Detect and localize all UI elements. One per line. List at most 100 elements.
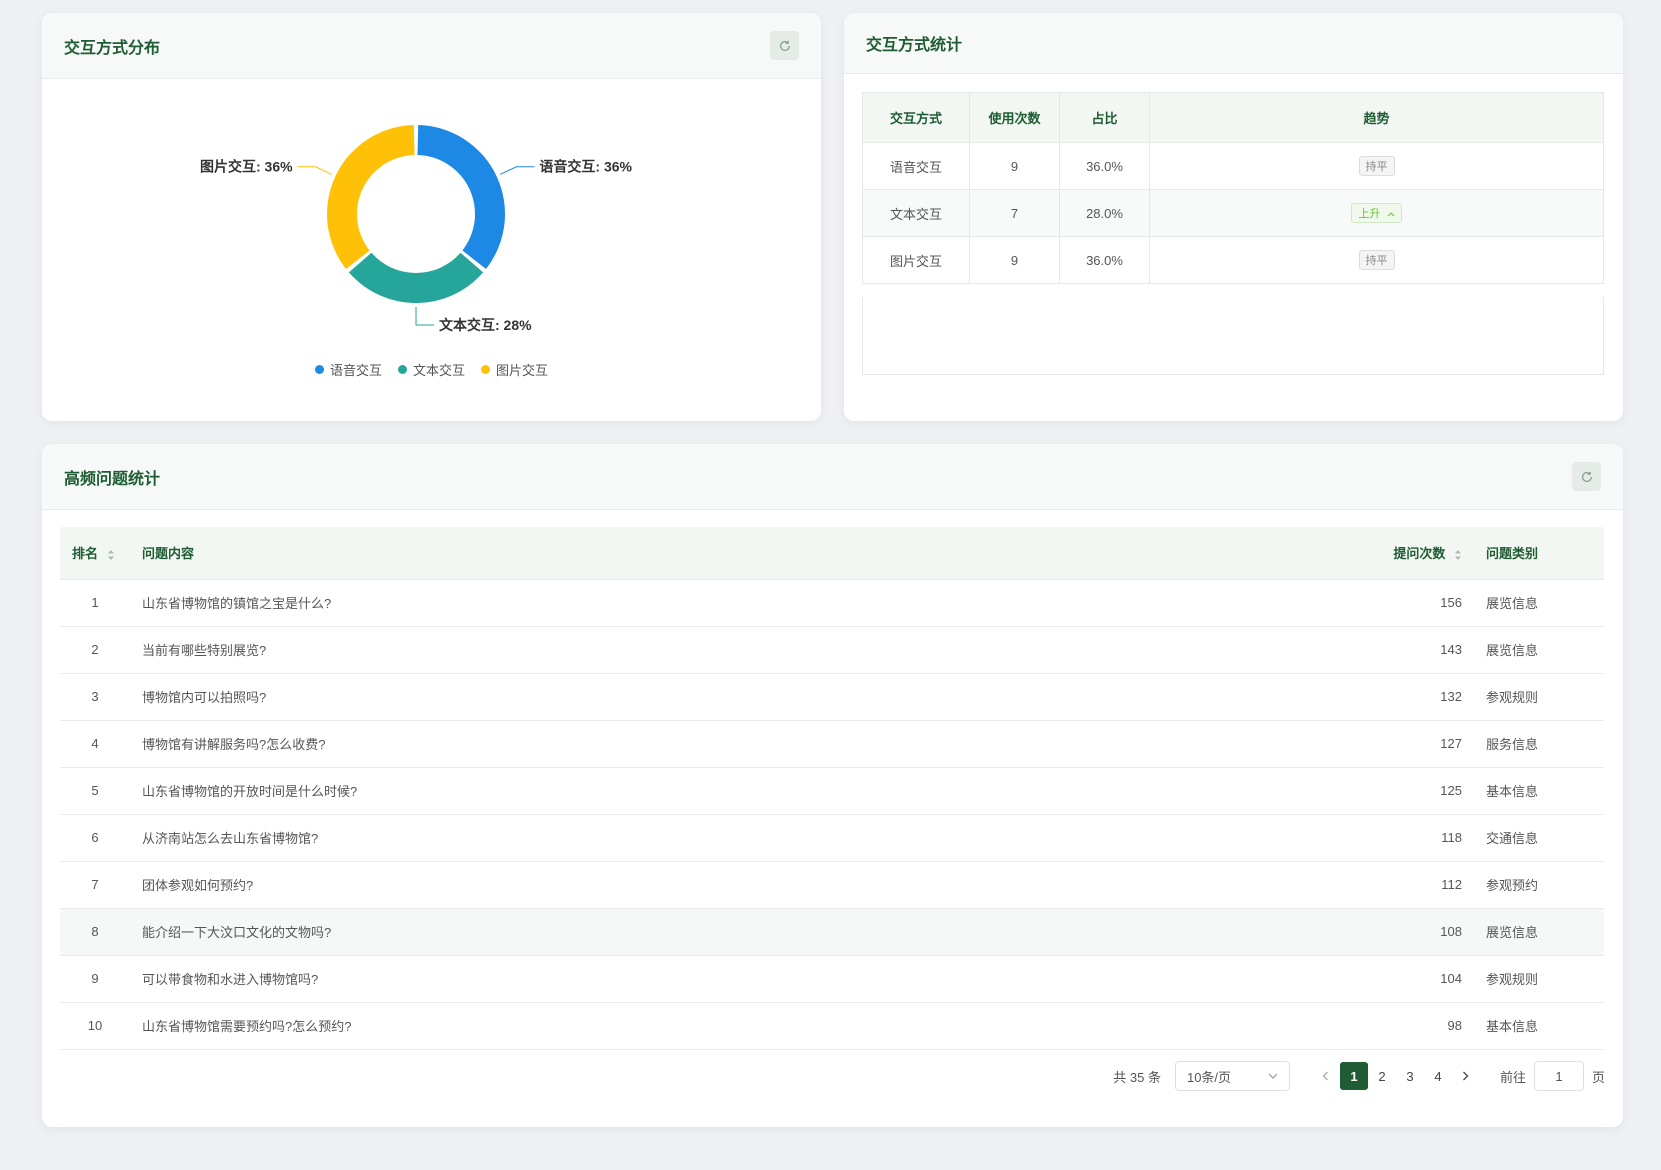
legend-dot [314, 365, 324, 374]
stats-table: 交互方式 使用次数 占比 趋势 语音交互 9 36.0% 持平 文本交互 7 28.0% 上升… [862, 92, 1604, 284]
col-ask-count[interactable]: 提问次数 [1334, 527, 1474, 580]
col-ask-count-label: 提问次数 [1393, 546, 1446, 562]
chevron-right-icon [1463, 1071, 1469, 1081]
distribution-refresh-button[interactable] [770, 31, 799, 60]
table-row[interactable]: 4 博物馆有讲解服务吗?怎么收费? 127 服务信息 [60, 720, 1604, 768]
ask-count-cell: 118 [1334, 814, 1474, 862]
stats-trend: 上升 [1149, 189, 1604, 237]
sort-icon[interactable] [1454, 549, 1462, 561]
question-cell: 能介绍一下大汶口文化的文物吗? [130, 908, 1334, 956]
table-row[interactable]: 7 团体参观如何预约? 112 参观预约 [60, 861, 1604, 909]
page-3-button[interactable]: 3 [1406, 1068, 1414, 1084]
arrow-up-icon [1387, 211, 1394, 216]
category-cell: 参观规则 [1474, 955, 1604, 1003]
table-row[interactable]: 5 山东省博物馆的开放时间是什么时候? 125 基本信息 [60, 767, 1604, 815]
refresh-icon [779, 40, 790, 51]
rank-cell: 10 [60, 1002, 130, 1050]
legend-label: 语音交互 [329, 363, 382, 378]
question-cell: 博物馆有讲解服务吗?怎么收费? [130, 720, 1334, 768]
legend-item[interactable]: 语音交互 [314, 360, 382, 379]
legend-dot [481, 365, 490, 374]
legend-item[interactable]: 图片交互 [481, 360, 548, 379]
category-cell: 参观规则 [1474, 673, 1604, 721]
category-cell: 参观预约 [1474, 861, 1604, 909]
table-row[interactable]: 3 博物馆内可以拍照吗? 132 参观规则 [60, 673, 1604, 721]
stats-trend: 持平 [1149, 236, 1604, 284]
distribution-card-header: 交互方式分布 [42, 13, 821, 79]
col-trend: 趋势 [1149, 92, 1604, 143]
table-row[interactable]: 1 山东省博物馆的镇馆之宝是什么? 156 展览信息 [60, 579, 1604, 627]
table-row[interactable]: 9 可以带食物和水进入博物馆吗? 104 参观规则 [60, 955, 1604, 1003]
prev-page-button[interactable] [1312, 1062, 1340, 1090]
sort-icon[interactable] [107, 549, 115, 561]
page-1-button[interactable]: 1 [1339, 1062, 1368, 1090]
slice-label-line [297, 166, 333, 175]
col-category: 问题类别 [1474, 527, 1604, 580]
stats-count: 7 [969, 189, 1060, 237]
question-cell: 山东省博物馆需要预约吗?怎么预约? [130, 1002, 1334, 1050]
page-4-button[interactable]: 4 [1434, 1068, 1442, 1084]
stats-card: 交互方式统计 交互方式 使用次数 占比 趋势 语音交互 9 36.0% 持平 文本交互 7… [844, 13, 1623, 421]
stats-count: 9 [969, 142, 1060, 190]
legend-item[interactable]: 文本交互 [397, 360, 465, 379]
table-row[interactable]: 2 当前有哪些特别展览? 143 展览信息 [60, 626, 1604, 674]
table-row[interactable]: 10 山东省博物馆需要预约吗?怎么预约? 98 基本信息 [60, 1002, 1604, 1050]
faq-card: 高频问题统计 排名 问题内容 提问次数 [42, 444, 1623, 1127]
distribution-card-title: 交互方式分布 [64, 39, 161, 57]
col-rank[interactable]: 排名 [60, 527, 130, 580]
table-row[interactable]: 8 能介绍一下大汶口文化的文物吗? 108 展览信息 [60, 908, 1604, 956]
donut-slice[interactable] [417, 125, 506, 269]
stats-table-header: 交互方式 使用次数 占比 趋势 [862, 92, 1604, 143]
col-ratio: 占比 [1059, 92, 1150, 143]
stats-card-title: 交互方式统计 [866, 37, 963, 54]
question-cell: 山东省博物馆的镇馆之宝是什么? [130, 579, 1334, 627]
category-cell: 展览信息 [1474, 908, 1604, 956]
trend-text: 持平 [1365, 161, 1388, 173]
category-cell: 服务信息 [1474, 720, 1604, 768]
stats-trend: 持平 [1149, 142, 1604, 190]
col-mode: 交互方式 [862, 92, 970, 143]
question-cell: 山东省博物馆的开放时间是什么时候? [130, 767, 1334, 815]
goto-page-input[interactable] [1533, 1061, 1584, 1091]
trend-text: 持平 [1365, 255, 1388, 267]
faq-refresh-button[interactable] [1572, 462, 1601, 491]
question-cell: 当前有哪些特别展览? [130, 626, 1334, 674]
stats-card-header: 交互方式统计 [844, 13, 1623, 74]
legend-label: 图片交互 [496, 363, 549, 378]
refresh-icon [1581, 471, 1592, 482]
ask-count-cell: 143 [1334, 626, 1474, 674]
ask-count-cell: 108 [1334, 908, 1474, 956]
category-cell: 基本信息 [1474, 767, 1604, 815]
legend-label: 文本交互 [412, 363, 465, 378]
rank-cell: 8 [60, 908, 130, 956]
chart-legend: 语音交互 文本交互 图片交互 [42, 360, 821, 379]
page-size-select[interactable]: 10条/页 [1174, 1061, 1290, 1091]
rank-cell: 1 [60, 579, 130, 627]
page-2-button[interactable]: 2 [1378, 1068, 1386, 1084]
pagination-total: 共 35 条 [1113, 1069, 1161, 1085]
donut-slice[interactable] [348, 252, 484, 303]
stats-table-empty-area [862, 297, 1604, 375]
col-rank-label: 排名 [72, 546, 99, 562]
ask-count-cell: 112 [1334, 861, 1474, 909]
ask-count-cell: 156 [1334, 579, 1474, 627]
stats-ratio: 36.0% [1059, 236, 1150, 284]
category-cell: 展览信息 [1474, 626, 1604, 674]
next-page-button[interactable] [1452, 1062, 1480, 1090]
trend-badge: 持平 [1358, 250, 1395, 270]
donut-slice[interactable] [327, 125, 415, 269]
page-suffix: 页 [1591, 1069, 1605, 1085]
question-cell: 从济南站怎么去山东省博物馆? [130, 814, 1334, 862]
table-row[interactable]: 6 从济南站怎么去山东省博物馆? 118 交通信息 [60, 814, 1604, 862]
ask-count-cell: 127 [1334, 720, 1474, 768]
col-count: 使用次数 [969, 92, 1060, 143]
question-cell: 可以带食物和水进入博物馆吗? [130, 955, 1334, 1003]
trend-text: 上升 [1358, 208, 1381, 220]
page-size-value: 10条/页 [1186, 1069, 1232, 1085]
question-cell: 博物馆内可以拍照吗? [130, 673, 1334, 721]
stats-ratio: 36.0% [1059, 142, 1150, 190]
trend-badge: 持平 [1358, 156, 1395, 176]
chevron-left-icon [1323, 1071, 1329, 1081]
stats-row: 语音交互 9 36.0% 持平 [862, 142, 1604, 190]
